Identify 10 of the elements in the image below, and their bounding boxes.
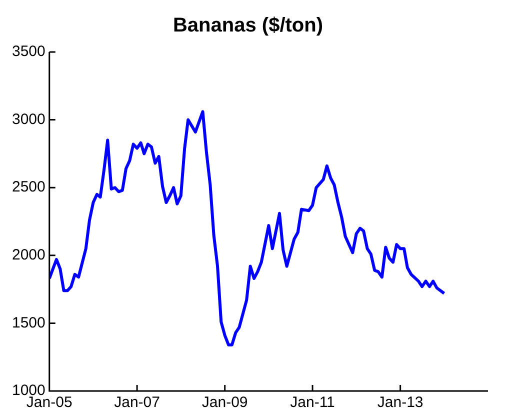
- chart-title: Bananas ($/ton): [172, 14, 324, 37]
- y-tick-label: 1500: [12, 314, 46, 332]
- y-tick-label: 3000: [12, 110, 46, 128]
- y-tick-label: 3500: [12, 43, 46, 60]
- y-tick-label: 2500: [12, 178, 46, 196]
- x-tick-label: Jan-09: [202, 394, 248, 412]
- x-tick-label: Jan-07: [114, 394, 160, 412]
- y-tick-label: 2000: [12, 246, 46, 264]
- x-tick-label: Jan-13: [377, 394, 424, 412]
- x-tick-label: Jan-11: [290, 394, 335, 412]
